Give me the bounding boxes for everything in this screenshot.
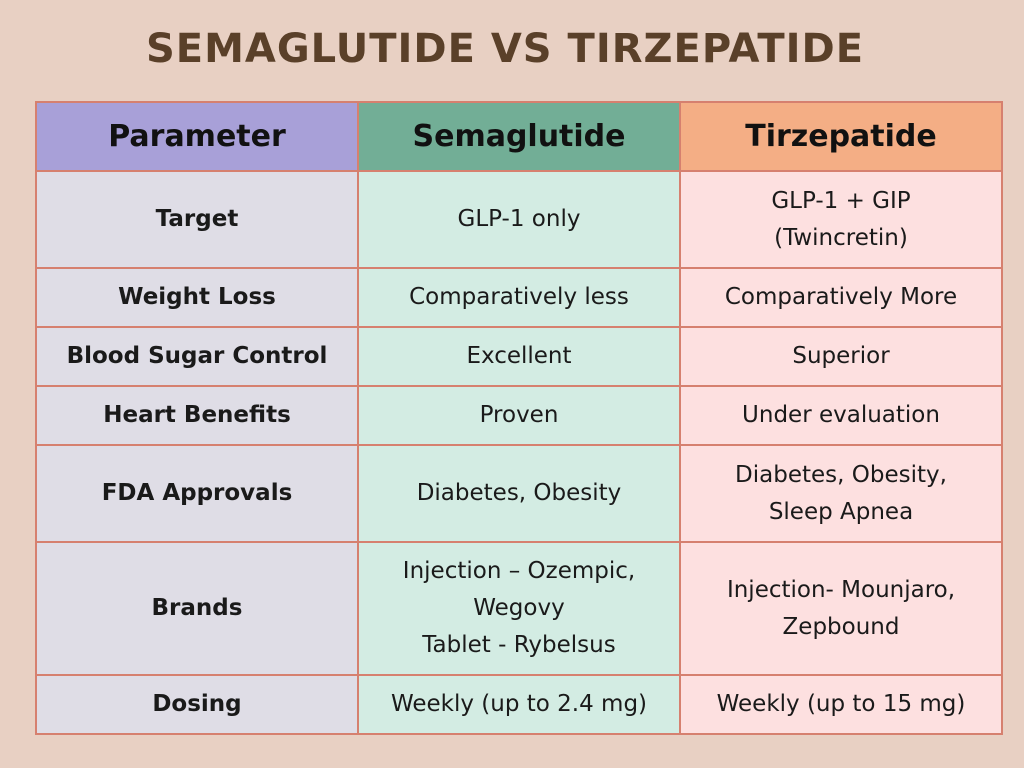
cell-line: GLP-1 only — [457, 206, 581, 232]
cell-line: Injection- Mounjaro, — [726, 576, 956, 603]
cell-semaglutide: GLP-1 only — [357, 170, 681, 269]
cell-line: Proven — [479, 402, 559, 428]
cell-parameter: Target — [35, 170, 359, 269]
cell-tirzepatide: Superior — [679, 326, 1003, 387]
cell-tirzepatide: Under evaluation — [679, 385, 1003, 446]
table-row: Target GLP-1 only GLP-1 + GIP (Twincreti… — [35, 170, 1003, 269]
cell-tirzepatide: Diabetes, Obesity, Sleep Apnea — [679, 444, 1003, 543]
table-row: FDA Approvals Diabetes, Obesity Diabetes… — [35, 444, 1003, 543]
cell-line: Comparatively less — [409, 284, 629, 310]
table-row: Brands Injection – Ozempic, Wegovy Table… — [35, 541, 1003, 676]
cell-semaglutide: Proven — [357, 385, 681, 446]
header-parameter: Parameter — [35, 101, 359, 172]
cell-line: Weekly (up to 2.4 mg) — [390, 691, 648, 717]
table-row: Heart Benefits Proven Under evaluation — [35, 385, 1003, 446]
header-tirzepatide: Tirzepatide — [679, 101, 1003, 172]
cell-semaglutide: Injection – Ozempic, Wegovy Tablet - Ryb… — [357, 541, 681, 676]
cell-line: Under evaluation — [742, 402, 940, 428]
cell-line: Sleep Apnea — [768, 498, 914, 525]
cell-line: (Twincretin) — [774, 224, 908, 251]
cell-tirzepatide: Comparatively More — [679, 267, 1003, 328]
cell-line: Tablet - Rybelsus — [422, 632, 616, 658]
cell-line: Diabetes, Obesity, — [735, 461, 947, 488]
cell-tirzepatide: GLP-1 + GIP (Twincretin) — [679, 170, 1003, 269]
cell-parameter: Brands — [35, 541, 359, 676]
header-row: Parameter Semaglutide Tirzepatide — [35, 101, 1003, 172]
table-row: Blood Sugar Control Excellent Superior — [35, 326, 1003, 387]
cell-semaglutide: Weekly (up to 2.4 mg) — [357, 674, 681, 735]
page-title: SEMAGLUTIDE VS TIRZEPATIDE — [145, 26, 865, 72]
header-semaglutide: Semaglutide — [357, 101, 681, 172]
cell-line: Weekly (up to 15 mg) — [716, 691, 966, 717]
cell-line: Diabetes, Obesity — [416, 480, 622, 506]
cell-parameter: Blood Sugar Control — [35, 326, 359, 387]
cell-tirzepatide: Weekly (up to 15 mg) — [679, 674, 1003, 735]
cell-line: Superior — [792, 343, 890, 369]
cell-semaglutide: Diabetes, Obesity — [357, 444, 681, 543]
cell-tirzepatide: Injection- Mounjaro, Zepbound — [679, 541, 1003, 676]
cell-semaglutide: Comparatively less — [357, 267, 681, 328]
cell-parameter: Weight Loss — [35, 267, 359, 328]
table-row: Weight Loss Comparatively less Comparati… — [35, 267, 1003, 328]
cell-parameter: Dosing — [35, 674, 359, 735]
comparison-table: Parameter Semaglutide Tirzepatide Target… — [35, 101, 1003, 735]
cell-line: Excellent — [466, 343, 572, 369]
cell-semaglutide: Excellent — [357, 326, 681, 387]
cell-line: Wegovy — [473, 595, 565, 621]
cell-line: Injection – Ozempic, — [402, 558, 636, 584]
table-row: Dosing Weekly (up to 2.4 mg) Weekly (up … — [35, 674, 1003, 735]
cell-parameter: FDA Approvals — [35, 444, 359, 543]
cell-line: GLP-1 + GIP — [771, 187, 911, 214]
cell-line: Zepbound — [782, 613, 900, 640]
cell-parameter: Heart Benefits — [35, 385, 359, 446]
cell-line: Comparatively More — [724, 284, 958, 310]
